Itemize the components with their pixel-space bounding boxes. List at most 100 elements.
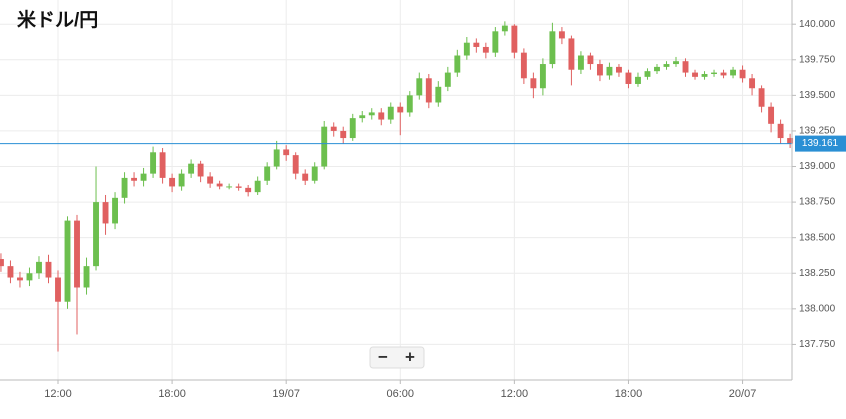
candle-body <box>207 176 214 184</box>
candle-body <box>492 31 499 53</box>
candle-body <box>758 88 765 107</box>
candle-body <box>520 52 527 79</box>
x-tick-label: 18:00 <box>615 388 643 400</box>
candle-body <box>178 173 185 187</box>
candle-body <box>235 186 242 188</box>
candle-body <box>711 72 717 75</box>
candle-body <box>501 25 508 32</box>
candle-body <box>102 202 109 224</box>
current-price-box <box>795 135 846 152</box>
candle-body <box>302 173 309 181</box>
candle-body <box>64 220 71 302</box>
candle-body <box>616 66 622 73</box>
candle-body <box>197 163 204 177</box>
candle-body <box>644 71 651 77</box>
candle-body <box>454 55 461 73</box>
candle-body <box>254 180 261 193</box>
zoom-out[interactable]: − <box>378 347 388 366</box>
candle-body <box>368 112 375 116</box>
candle-body <box>0 259 4 267</box>
candle-body <box>321 126 328 167</box>
y-tick-label: 138.500 <box>799 232 836 243</box>
candle-body <box>26 273 33 281</box>
candle-body <box>530 78 537 89</box>
candle-body <box>140 173 147 181</box>
candle-body <box>473 42 480 47</box>
candle-body <box>83 266 90 288</box>
y-tick-label: 139.500 <box>799 90 836 101</box>
zoom-controls: − + <box>369 346 425 369</box>
candle-body <box>568 38 575 70</box>
candle-body <box>577 55 584 70</box>
candle-body <box>435 86 442 103</box>
candle-body <box>673 61 679 65</box>
candle-body <box>216 183 223 187</box>
axes: 137.750 138.000 138.250 138.500 138.750 139.0… <box>44 19 846 400</box>
candle-body <box>226 186 233 188</box>
candle-body <box>359 115 366 119</box>
zoom-in[interactable]: + <box>405 347 415 366</box>
candle-body <box>45 261 52 278</box>
candle-body <box>558 31 565 39</box>
candle-body <box>720 72 727 76</box>
candle-body <box>131 177 138 181</box>
candle-body <box>340 130 347 139</box>
y-tick-label: 138.250 <box>799 268 836 279</box>
candle-body <box>264 166 271 181</box>
y-tick-label: 140.000 <box>799 19 836 30</box>
candle-body <box>635 76 641 84</box>
chart-title: 米ドル/円 <box>17 8 98 31</box>
y-tick-label: 139.750 <box>799 54 836 65</box>
candle-body <box>93 202 99 267</box>
x-tick-label: 12:00 <box>44 388 72 400</box>
x-tick-label: 19/07 <box>272 388 300 400</box>
candle-body <box>112 197 118 224</box>
candle-body <box>159 152 166 178</box>
candle-body <box>692 72 698 77</box>
candle-body <box>777 123 784 139</box>
candle-body <box>768 106 775 124</box>
x-tick-label: 12:00 <box>501 388 529 400</box>
candle-body <box>682 61 689 73</box>
candle-body <box>701 74 708 77</box>
candle-body <box>463 42 470 56</box>
x-tick-label: 20/07 <box>729 388 757 400</box>
candle-body <box>539 64 546 89</box>
candles <box>0 21 794 352</box>
y-tick-label: 139.000 <box>799 161 836 172</box>
candle-body <box>387 106 394 120</box>
candle-body <box>749 78 756 89</box>
candle-body <box>663 64 670 67</box>
candle-body <box>606 66 613 76</box>
candle-body <box>283 149 290 156</box>
candle-body <box>416 78 423 96</box>
candle-body <box>292 155 299 174</box>
candle-body <box>654 66 660 72</box>
candle-body <box>397 106 404 113</box>
zoom-box <box>369 346 425 369</box>
candle-body <box>406 95 413 113</box>
x-tick-label: 06:00 <box>387 388 415 400</box>
candle-body <box>188 163 195 174</box>
candle-body <box>36 261 42 274</box>
candle-body <box>549 31 556 65</box>
candle-body <box>730 69 736 76</box>
candle-body <box>787 138 794 144</box>
y-tick-label: 137.750 <box>799 339 836 350</box>
candle-body <box>444 72 451 87</box>
candle-body <box>74 220 80 288</box>
y-tick-label: 138.000 <box>799 303 836 314</box>
current-price-label: 139.161 <box>802 138 839 149</box>
y-tick-label: 139.250 <box>799 126 836 137</box>
candle-body <box>330 126 337 131</box>
candle-body <box>245 187 252 193</box>
candle-body <box>596 64 603 76</box>
candle-body <box>482 46 489 53</box>
candle-body <box>425 78 432 103</box>
candle-body <box>378 112 385 120</box>
candle-body <box>169 177 176 187</box>
candle-body <box>349 118 356 139</box>
candle-body <box>7 266 14 278</box>
candle-body <box>121 177 128 198</box>
candle-body <box>587 55 594 65</box>
